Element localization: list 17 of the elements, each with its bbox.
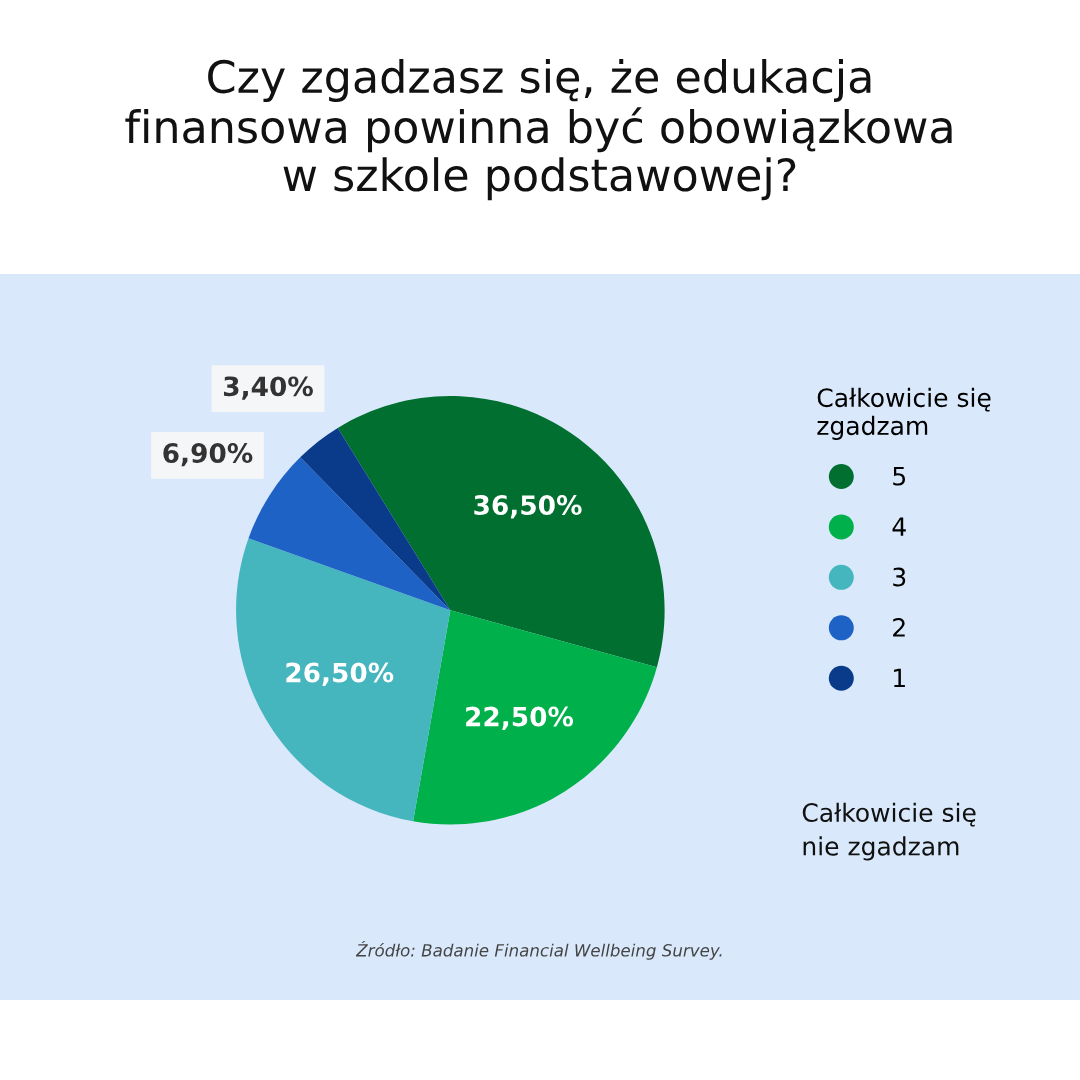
pie-slice xyxy=(413,610,657,825)
data-label: 6,90% xyxy=(163,443,253,467)
text: Źródło: Badanie Financial Wellbeing Survey. xyxy=(355,940,722,960)
pie-slice xyxy=(300,427,451,611)
legend-label: 2 xyxy=(893,618,905,637)
data-label: 22,50% xyxy=(466,706,574,730)
legend-label: 3 xyxy=(893,567,906,587)
chart-title: Czy zgadzasz się, że edukacja finansowa powinna być obowiązkowa w szkole podstawowej? xyxy=(125,58,952,201)
legend-label: 1 xyxy=(894,668,905,688)
legend-label: 5 xyxy=(893,467,906,486)
legend-title: Całkowicie się zgadzam xyxy=(817,387,991,440)
text: Całkowicie się nie zgadzam xyxy=(802,802,976,861)
legend-label: 4 xyxy=(892,517,906,536)
data-label: 3,40% xyxy=(223,376,313,400)
data-label: 36,50% xyxy=(474,495,582,519)
data-label: 26,50% xyxy=(286,662,394,686)
pie-slice xyxy=(236,538,451,822)
